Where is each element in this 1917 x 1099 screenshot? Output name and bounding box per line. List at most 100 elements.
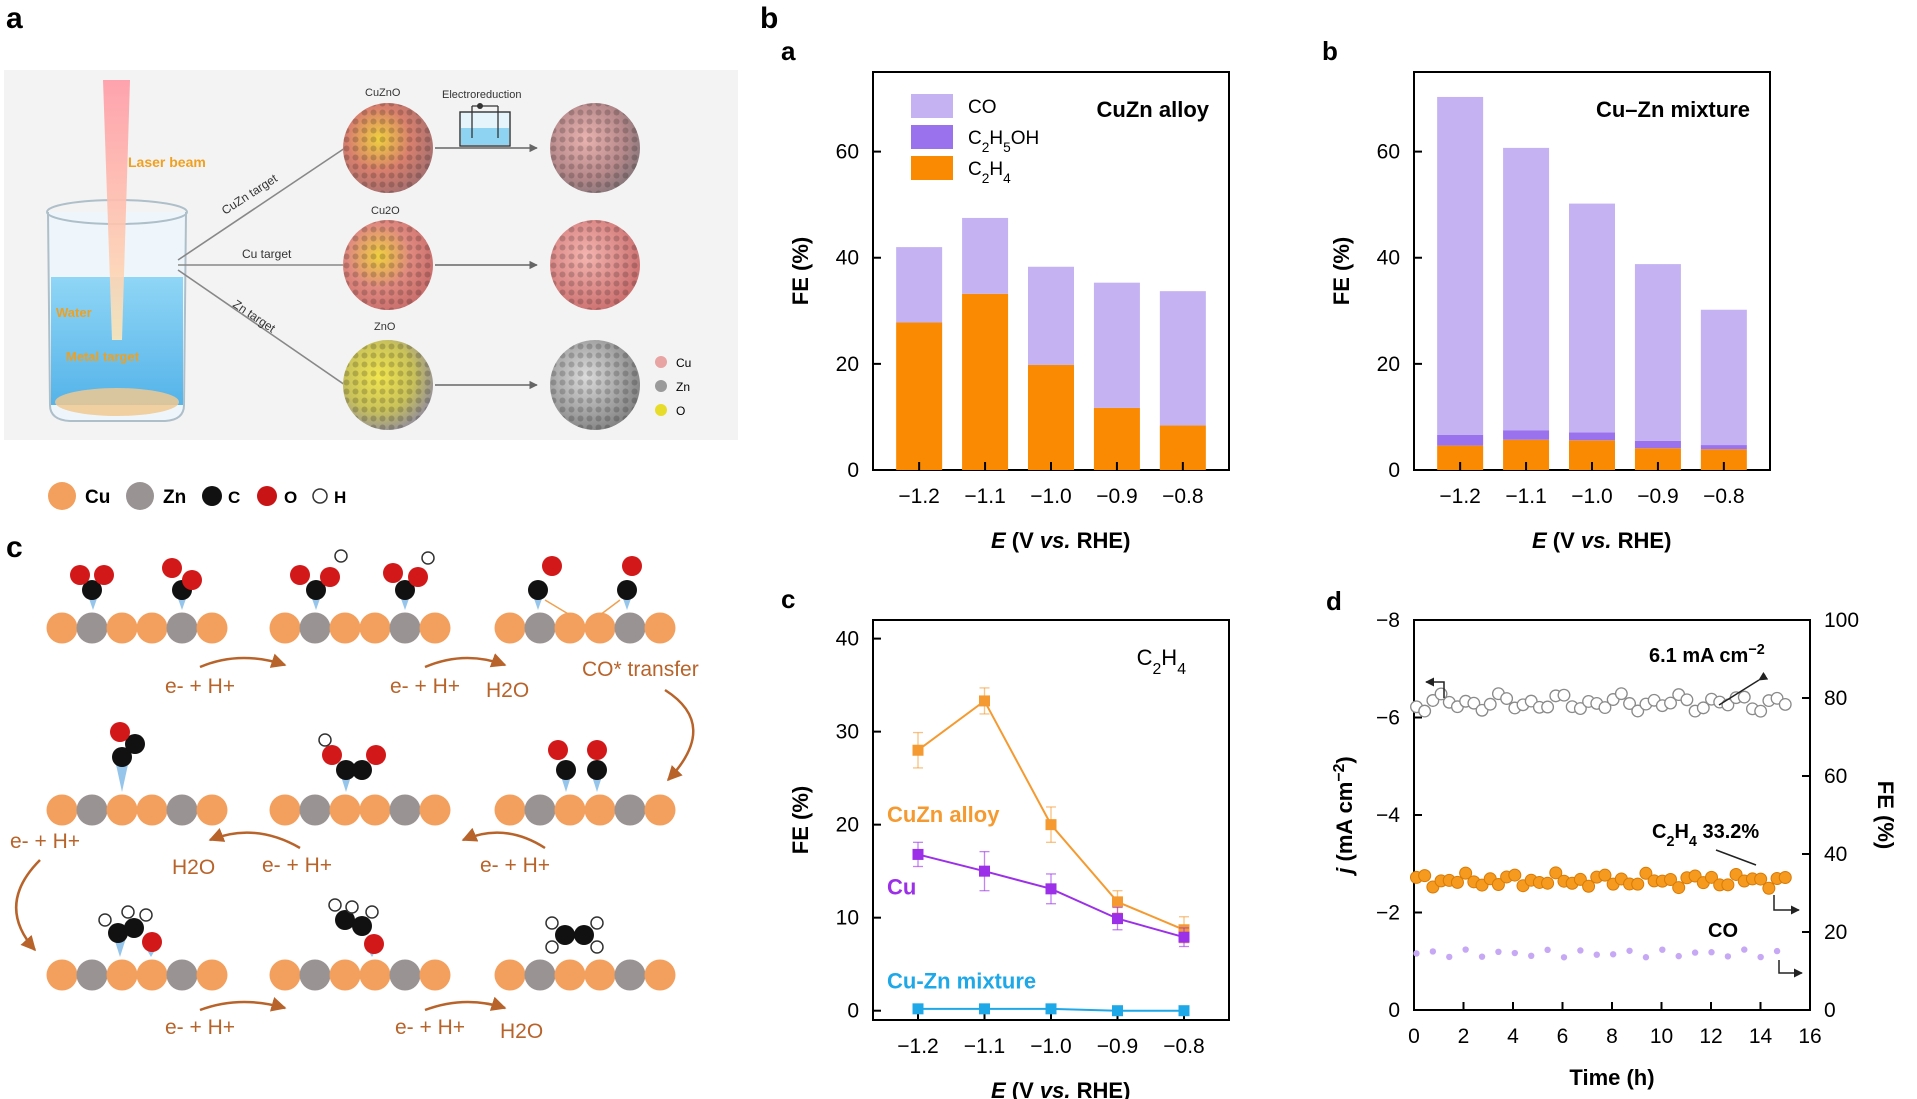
x-tick-label: −1.2 (1439, 485, 1480, 508)
subpanel-label: d (1326, 586, 1342, 616)
o-atom (110, 722, 130, 742)
h-atom (318, 733, 332, 747)
laser-label: Laser beam (128, 154, 206, 170)
co-point (1511, 949, 1519, 957)
transfer-arrow (544, 599, 571, 616)
atom-legend-cu (48, 482, 76, 510)
c2h4-point (1778, 870, 1792, 884)
cu-atom (46, 612, 78, 644)
cu-atom (584, 612, 616, 644)
h2o-label-1: H2O (486, 679, 529, 702)
zn-atom (389, 959, 421, 991)
current-point (1573, 702, 1587, 715)
x-tick-label: −0.9 (1097, 1035, 1138, 1058)
step-arrow-7 (424, 996, 507, 1012)
current-point (1557, 688, 1571, 702)
y-tick-label: 40 (836, 247, 859, 270)
metal-target (55, 388, 179, 416)
h-atom (590, 916, 604, 930)
bar-c2h4 (1093, 407, 1140, 470)
cu-atom (269, 794, 301, 826)
data-point (912, 848, 924, 860)
cu-atom (46, 959, 78, 991)
x-tick-label: 0 (1408, 1025, 1420, 1048)
co-point (1659, 946, 1666, 953)
current-point (1737, 690, 1751, 704)
cu-atom (644, 794, 676, 826)
zn-atom (166, 612, 198, 644)
c-atom (617, 580, 637, 600)
o-atom (366, 745, 386, 765)
atom-legend-c-label: C (228, 488, 240, 507)
o-atom (408, 567, 428, 587)
current-point (1631, 704, 1645, 718)
x-tick-label: 14 (1749, 1025, 1773, 1048)
metal-target-label: Metal target (66, 349, 140, 364)
surface-6 (494, 794, 676, 826)
step-arrow-5 (14, 859, 41, 952)
c-atom (352, 916, 372, 936)
current-point (1680, 693, 1694, 707)
zn-atom (614, 794, 646, 826)
h-atom (139, 908, 153, 922)
h-atom (328, 898, 342, 912)
cu-atom (419, 612, 451, 644)
step-arrow-3 (461, 827, 546, 850)
current-point (1778, 697, 1792, 711)
y-tick-label: 0 (847, 459, 859, 482)
surface-1 (46, 612, 228, 644)
cu-atom (136, 794, 168, 826)
current-point (1418, 704, 1432, 718)
cu-atom (196, 612, 228, 644)
surface-7 (46, 959, 228, 991)
x-tick-label: 6 (1557, 1025, 1569, 1048)
legend-label-c2h4: C2H4 (968, 159, 1011, 186)
c-atom (306, 580, 326, 600)
current-point (1483, 697, 1497, 711)
x-tick-label: −1.1 (964, 485, 1005, 508)
zn-atom (76, 959, 108, 991)
zn-atom (299, 959, 331, 991)
current-point (1664, 696, 1677, 710)
co-point (1691, 949, 1699, 956)
co-point (1626, 947, 1633, 954)
current-point (1754, 704, 1768, 718)
water-label: Water (56, 305, 92, 320)
co-point (1609, 951, 1617, 958)
current-point (1623, 697, 1636, 710)
bar-c2h4 (896, 322, 943, 470)
bar-co (1503, 147, 1550, 431)
y-tick-label-left: −6 (1376, 707, 1400, 730)
cu-atom (136, 959, 168, 991)
current-point (1541, 700, 1555, 714)
panel-label-c: c (6, 531, 23, 564)
legend-zn-ball (655, 380, 667, 392)
x-tick-label: −1.0 (1030, 1035, 1071, 1058)
cu-atom (359, 612, 391, 644)
h-atom (590, 940, 604, 954)
o-atom (94, 565, 114, 585)
transfer-arrow (599, 599, 621, 616)
co-point (1642, 954, 1650, 961)
legend-swatch-c2h4 (911, 156, 953, 180)
cu-atom (419, 794, 451, 826)
y-tick-label: 0 (847, 1000, 859, 1023)
c2h4-point (1491, 877, 1505, 891)
y-tick-label-right: 80 (1824, 687, 1847, 710)
cu-atom (106, 612, 138, 644)
co-point (1675, 952, 1682, 960)
co-point (1593, 951, 1600, 958)
step-arrow-6 (199, 997, 287, 1012)
y-axis-title: FE (%) (788, 237, 813, 305)
bar-co (1028, 266, 1074, 365)
data-point (979, 865, 990, 877)
c-atom (125, 734, 145, 754)
y-axis-title-right: FE (%) (1873, 781, 1898, 849)
cu-atom (554, 612, 586, 644)
particle-label-cuzno: CuZnO (365, 87, 401, 99)
electroreduction-label: Electroreduction (442, 89, 522, 101)
y-tick-label-left: −2 (1376, 902, 1400, 925)
bar-co (1700, 309, 1747, 446)
step-label-2: e- + H+ (390, 675, 460, 698)
